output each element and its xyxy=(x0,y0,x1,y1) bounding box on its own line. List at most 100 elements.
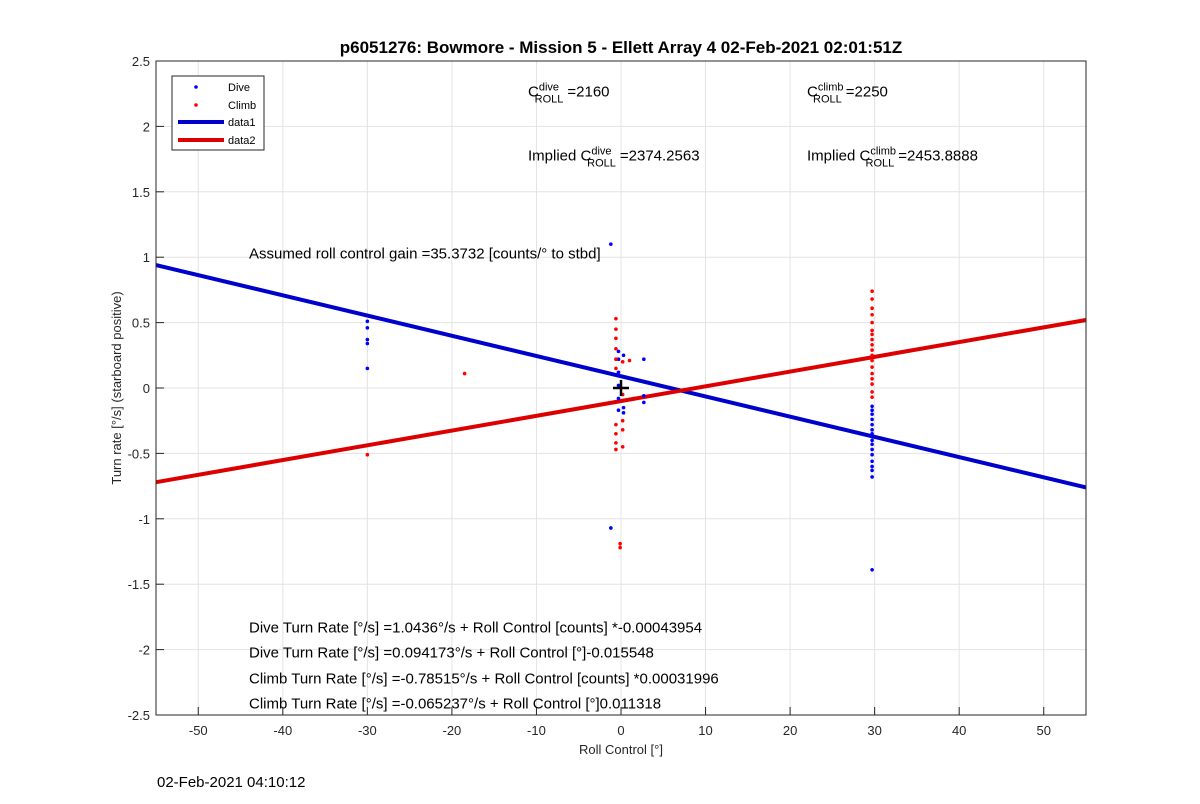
y-tick-label: 1 xyxy=(143,250,150,265)
point-climb xyxy=(614,366,618,371)
point-climb xyxy=(614,346,618,351)
legend-climb-marker xyxy=(194,103,198,107)
x-axis-label: Roll Control [°] xyxy=(579,742,663,757)
axis-ticks: -50 -40 -30 -20 -10 0 10 20 30 40 50-2.5-2-1.5-1-0… xyxy=(128,54,1051,738)
point-climb xyxy=(870,320,874,325)
point-climb xyxy=(870,297,874,301)
point-dive xyxy=(870,438,874,443)
annotations: Assumed roll control gain =35.3732 [coun… xyxy=(249,246,719,713)
point-dive xyxy=(616,370,621,375)
y-tick-label: 1.5 xyxy=(132,185,150,200)
point-dive xyxy=(870,464,874,469)
y-tick-label: -1 xyxy=(138,512,150,527)
point-climb xyxy=(614,316,618,321)
point-climb xyxy=(870,337,874,342)
point-climb xyxy=(614,422,618,427)
point-climb xyxy=(870,358,874,363)
point-climb xyxy=(618,545,622,550)
x-tick-label: -20 xyxy=(443,723,462,738)
fit-line-data2 xyxy=(155,318,1087,485)
legend-dive-marker xyxy=(194,85,198,89)
point-dive xyxy=(870,475,874,479)
point-climb xyxy=(627,358,632,363)
annotation-text: Assumed roll control gain =35.3732 [coun… xyxy=(249,246,601,263)
data-points xyxy=(365,242,874,572)
point-climb xyxy=(614,431,618,436)
x-tick-label: -50 xyxy=(189,723,208,738)
y-tick-label: 0 xyxy=(143,381,150,396)
point-climb xyxy=(620,418,625,423)
x-tick-label: 0 xyxy=(617,723,624,738)
point-dive xyxy=(870,422,874,427)
point-dive xyxy=(870,468,874,473)
annotation-text: Climb Turn Rate [°/s] =-0.065237°/s + Ro… xyxy=(249,695,661,712)
origin-marker xyxy=(613,380,629,396)
x-tick-label: 40 xyxy=(952,723,966,738)
point-climb xyxy=(870,332,874,337)
x-tick-label: 10 xyxy=(698,723,712,738)
point-climb xyxy=(614,441,618,445)
point-climb xyxy=(870,390,874,394)
point-climb xyxy=(614,327,618,331)
point-climb xyxy=(870,348,874,352)
point-dive xyxy=(870,417,874,422)
annotation-text: Climb Turn Rate [°/s] =-0.78515°/s + Rol… xyxy=(249,671,719,688)
point-dive xyxy=(870,431,874,436)
point-dive xyxy=(870,442,874,447)
point-dive xyxy=(616,383,621,388)
point-climb xyxy=(614,357,618,362)
legend-data2-label: data2 xyxy=(228,135,256,147)
point-dive xyxy=(870,452,874,457)
point-climb xyxy=(620,428,625,432)
point-climb xyxy=(870,371,874,376)
point-dive xyxy=(870,568,874,572)
point-dive xyxy=(870,408,874,413)
point-dive xyxy=(365,366,370,371)
point-dive xyxy=(870,412,874,416)
point-dive xyxy=(365,341,370,346)
fit-lines xyxy=(155,263,1087,490)
point-dive xyxy=(609,242,613,246)
point-dive xyxy=(616,396,621,401)
point-dive xyxy=(870,447,874,452)
point-climb xyxy=(620,360,625,364)
point-climb xyxy=(870,365,874,369)
point-climb xyxy=(870,353,874,358)
point-climb xyxy=(365,452,370,457)
point-climb xyxy=(870,343,874,347)
footer-timestamp: 02-Feb-2021 04:10:12 xyxy=(157,774,305,791)
point-climb xyxy=(870,312,874,317)
point-dive xyxy=(365,319,370,324)
y-tick-label: 2 xyxy=(143,119,150,134)
point-climb xyxy=(870,289,874,294)
annotation-text: Dive Turn Rate [°/s] =1.0436°/s + Roll C… xyxy=(249,620,702,637)
coefficient-label: Cclimb ROLL =2250 xyxy=(807,81,888,105)
point-dive xyxy=(616,408,621,413)
legend: Dive Climb data1 data2 xyxy=(171,75,265,151)
y-tick-label: -2.5 xyxy=(128,708,150,723)
point-climb xyxy=(614,447,618,452)
point-climb xyxy=(614,336,618,341)
point-dive xyxy=(642,357,646,362)
x-tick-label: 30 xyxy=(867,723,881,738)
point-dive xyxy=(609,526,613,530)
point-climb xyxy=(870,382,874,386)
x-tick-label: -30 xyxy=(358,723,377,738)
point-climb xyxy=(870,377,874,381)
y-tick-label: 0.5 xyxy=(132,316,150,331)
y-axis-label: Turn rate [°/s] (starboard positive) xyxy=(109,291,124,484)
point-climb xyxy=(870,328,874,333)
fit-line-data1 xyxy=(155,263,1087,490)
x-tick-label: 50 xyxy=(1036,723,1050,738)
x-tick-label: -10 xyxy=(527,723,546,738)
point-climb xyxy=(620,445,625,449)
y-tick-label: -2 xyxy=(138,643,150,658)
point-dive xyxy=(642,400,646,405)
x-tick-label: 20 xyxy=(783,723,797,738)
legend-dive-label: Dive xyxy=(228,82,250,94)
point-dive xyxy=(870,428,874,432)
y-tick-label: -1.5 xyxy=(128,577,150,592)
annotation-text: Dive Turn Rate [°/s] =0.094173°/s + Roll… xyxy=(249,644,654,661)
point-climb xyxy=(870,306,874,311)
